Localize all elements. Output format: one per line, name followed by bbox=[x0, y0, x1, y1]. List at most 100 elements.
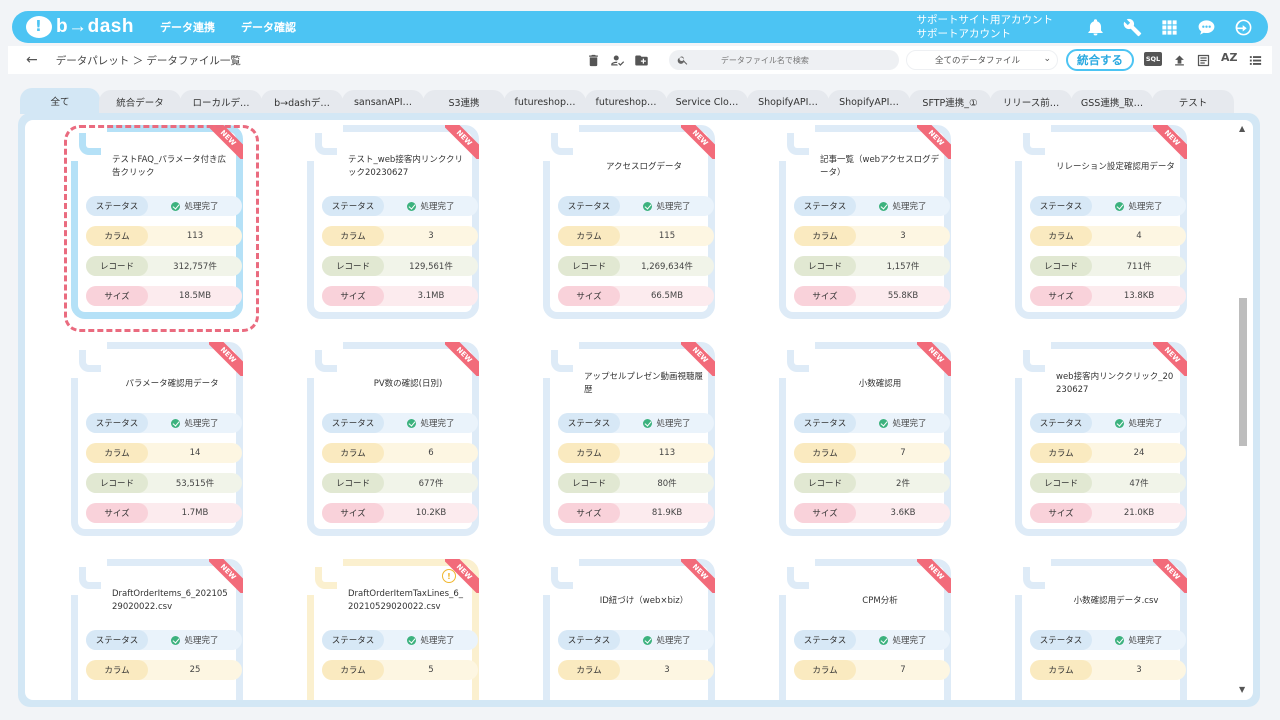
column-value: 6 bbox=[428, 448, 434, 458]
size-label: サイズ bbox=[1030, 286, 1092, 306]
record-row: レコード 312,757件 bbox=[86, 256, 242, 276]
file-card[interactable]: NEW 記事一覧（webアクセスログデータ） ステータス 処理完了 カラム 3 レコード 1,… bbox=[779, 125, 951, 319]
tab-1[interactable]: 統合データ bbox=[99, 90, 181, 114]
file-card[interactable]: NEW CPM分析 ステータス 処理完了 カラム 7 bbox=[779, 559, 951, 700]
scroll-down-icon[interactable]: ▼ bbox=[1239, 685, 1246, 694]
status-label: ステータス bbox=[1030, 413, 1092, 433]
trash-icon[interactable] bbox=[584, 51, 602, 69]
tab-0[interactable]: 全て bbox=[20, 88, 100, 114]
upload-icon[interactable] bbox=[1170, 51, 1188, 69]
file-card[interactable]: NEW 小数確認用 ステータス 処理完了 カラム 7 レコード 2件 サイズ 3.6KB bbox=[779, 342, 951, 536]
file-card[interactable]: NEW パラメータ確認用データ ステータス 処理完了 カラム 14 レコード 53,515件サ… bbox=[71, 342, 243, 536]
record-value: 312,757件 bbox=[173, 262, 217, 272]
status-row: ステータス 処理完了 bbox=[322, 630, 478, 650]
size-value: 3.6KB bbox=[890, 508, 916, 518]
size-label: サイズ bbox=[86, 503, 148, 523]
scroll-up-icon[interactable]: ▲ bbox=[1239, 124, 1246, 133]
column-label: カラム bbox=[322, 443, 384, 463]
file-card[interactable]: NEW テストFAQ_パラメータ付き広告クリック ステータス 処理完了 カラム 113 レコ… bbox=[71, 125, 243, 319]
tab-11[interactable]: SFTP連携_① bbox=[909, 90, 991, 114]
file-card[interactable]: NEW DraftOrderItems_6_20210529020022.csv ス… bbox=[71, 559, 243, 700]
file-card[interactable]: NEW web接客内リンククリック_20230627 ステータス 処理完了 カラム 24 レ… bbox=[1015, 342, 1187, 536]
tab-12[interactable]: リリース前… bbox=[990, 90, 1072, 114]
file-title: アップセルプレゼン動画視聴履歴 bbox=[584, 372, 704, 395]
wrench-icon[interactable] bbox=[1121, 16, 1143, 38]
app-logo[interactable]: b→dash bbox=[26, 16, 134, 38]
tab-7[interactable]: futureshop… bbox=[585, 90, 667, 114]
file-card[interactable]: NEW 小数確認用データ.csv ステータス 処理完了 カラム 3 bbox=[1015, 559, 1187, 700]
tab-8[interactable]: Service Clo… bbox=[666, 90, 748, 114]
file-card[interactable]: NEW テスト_web接客内リンククリック20230627 ステータス 処理完了 カラム… bbox=[307, 125, 479, 319]
nav-data-link[interactable]: データ連携 bbox=[159, 21, 215, 34]
grid-icon[interactable] bbox=[1158, 16, 1180, 38]
column-row: カラム 3 bbox=[1030, 660, 1186, 680]
warning-icon[interactable]: ! bbox=[442, 569, 456, 583]
file-icon bbox=[71, 342, 107, 378]
table-view-icon[interactable] bbox=[1194, 51, 1212, 69]
status-row: ステータス 処理完了 bbox=[794, 413, 950, 433]
record-row: レコード 711件 bbox=[1030, 256, 1186, 276]
column-row: カラム 25 bbox=[86, 660, 242, 680]
file-icon bbox=[543, 559, 579, 595]
status-value: 処理完了 bbox=[184, 419, 219, 429]
check-circle-icon bbox=[879, 635, 889, 645]
nav-data-check[interactable]: データ確認 bbox=[240, 21, 296, 34]
file-card[interactable]: NEW! DraftOrderItemTaxLines_6_20210529020… bbox=[307, 559, 479, 700]
tab-2[interactable]: ローカルデ… bbox=[180, 90, 262, 114]
search-input[interactable] bbox=[720, 55, 899, 65]
status-row: ステータス 処理完了 bbox=[322, 413, 478, 433]
tab-3[interactable]: b→dashデ… bbox=[261, 90, 343, 114]
column-row: カラム 6 bbox=[322, 443, 478, 463]
account-name[interactable]: サポートサイト用アカウント サポートアカウント bbox=[917, 13, 1054, 41]
status-row: ステータス 処理完了 bbox=[558, 196, 714, 216]
file-title: DraftOrderItemTaxLines_6_20210529020022.… bbox=[348, 589, 464, 612]
support-chat-icon[interactable] bbox=[1195, 16, 1217, 38]
column-value: 113 bbox=[186, 231, 204, 241]
check-circle-icon bbox=[171, 418, 181, 428]
file-card[interactable]: NEW アップセルプレゼン動画視聴履歴 ステータス 処理完了 カラム 113 レコード 80件… bbox=[543, 342, 715, 536]
tab-13[interactable]: GSS連携_取… bbox=[1071, 90, 1153, 114]
check-circle-icon bbox=[879, 418, 889, 428]
search-box[interactable] bbox=[669, 50, 899, 70]
status-row: ステータス 処理完了 bbox=[1030, 630, 1186, 650]
column-value: 24 bbox=[1133, 448, 1145, 458]
scroll-thumb[interactable] bbox=[1239, 298, 1247, 446]
file-filter-select[interactable]: 全てのデータファイル ⌄ bbox=[906, 50, 1058, 70]
sql-icon[interactable]: SQL bbox=[1144, 52, 1162, 66]
bell-icon[interactable] bbox=[1084, 16, 1106, 38]
column-row: カラム 3 bbox=[558, 660, 714, 680]
column-label: カラム bbox=[322, 226, 384, 246]
logout-icon[interactable] bbox=[1232, 16, 1254, 38]
file-card[interactable]: NEW リレーション設定確認用データ ステータス 処理完了 カラム 4 レコード 711件 サイ… bbox=[1015, 125, 1187, 319]
merge-button[interactable]: 統合する bbox=[1066, 49, 1134, 71]
tab-4[interactable]: sansanAPI… bbox=[342, 90, 424, 114]
file-card[interactable]: NEW PV数の確認(日別) ステータス 処理完了 カラム 6 レコード 677件 サイズ 10.… bbox=[307, 342, 479, 536]
tab-10[interactable]: ShopifyAPI… bbox=[828, 90, 910, 114]
user-check-icon[interactable] bbox=[608, 51, 626, 69]
scrollbar[interactable]: ▲ ▼ bbox=[1237, 120, 1249, 700]
tab-6[interactable]: futureshop… bbox=[504, 90, 586, 114]
tab-14[interactable]: テスト bbox=[1152, 90, 1234, 114]
file-icon bbox=[779, 559, 815, 595]
sort-az-icon[interactable]: AZ bbox=[1221, 51, 1238, 64]
column-row: カラム 7 bbox=[794, 660, 950, 680]
record-label: レコード bbox=[794, 256, 856, 276]
status-label: ステータス bbox=[322, 196, 384, 216]
status-row: ステータス 処理完了 bbox=[86, 196, 242, 216]
size-row: サイズ 13.8KB bbox=[1030, 286, 1186, 306]
file-panel: ▲ ▼ NEW テストFAQ_パラメータ付き広告クリック ステータス 処理完了 カラム 1… bbox=[18, 113, 1260, 707]
file-title: 小数確認用 bbox=[858, 378, 902, 389]
file-card[interactable]: NEW アクセスログデータ ステータス 処理完了 カラム 115 レコード 1,269,634… bbox=[543, 125, 715, 319]
file-card[interactable]: NEW ID紐づけ（web×biz） ステータス 処理完了 カラム 3 bbox=[543, 559, 715, 700]
list-view-icon[interactable] bbox=[1246, 51, 1264, 69]
tab-5[interactable]: S3連携 bbox=[423, 90, 505, 114]
column-label: カラム bbox=[86, 443, 148, 463]
file-icon bbox=[71, 125, 107, 161]
tab-9[interactable]: ShopifyAPI… bbox=[747, 90, 829, 114]
add-folder-icon[interactable] bbox=[632, 51, 650, 69]
record-value: 129,561件 bbox=[409, 262, 453, 272]
column-label: カラム bbox=[1030, 226, 1092, 246]
back-arrow-icon[interactable]: ← bbox=[26, 52, 38, 68]
size-label: サイズ bbox=[558, 286, 620, 306]
file-grid: ▲ ▼ NEW テストFAQ_パラメータ付き広告クリック ステータス 処理完了 カラム 1… bbox=[25, 120, 1253, 700]
